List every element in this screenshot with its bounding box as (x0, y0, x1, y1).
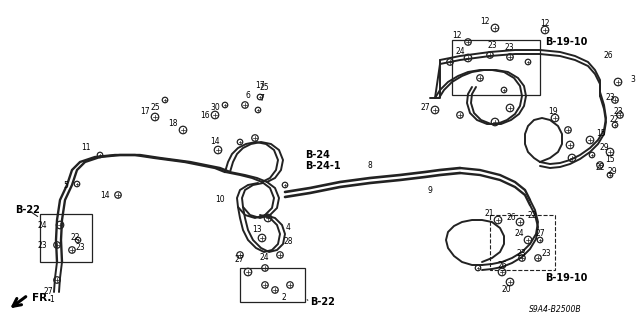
Text: 22: 22 (70, 234, 80, 243)
Text: 23: 23 (504, 43, 514, 52)
Text: 23: 23 (75, 244, 84, 252)
Text: B-24: B-24 (305, 150, 330, 160)
Text: 27: 27 (420, 102, 430, 111)
Text: 16: 16 (200, 110, 210, 119)
Text: 23: 23 (614, 108, 623, 116)
Text: 18: 18 (168, 119, 178, 129)
Text: 2: 2 (282, 293, 287, 302)
Text: 28: 28 (283, 237, 292, 246)
Text: 13: 13 (252, 226, 262, 235)
Text: 6: 6 (246, 91, 250, 100)
Text: 23: 23 (606, 93, 616, 102)
Text: 26: 26 (506, 213, 516, 222)
Text: 24: 24 (37, 220, 47, 229)
Text: 22: 22 (596, 164, 605, 172)
Bar (40, 214, 92, 262)
Text: 21: 21 (484, 210, 494, 219)
Text: 22: 22 (610, 116, 620, 124)
Text: B-19-10: B-19-10 (545, 37, 588, 47)
Text: 27: 27 (536, 229, 546, 238)
Text: 19: 19 (548, 108, 558, 116)
Text: B-22: B-22 (15, 205, 40, 215)
Text: 1: 1 (50, 295, 54, 304)
Text: 26: 26 (603, 51, 613, 60)
Text: 23: 23 (487, 41, 497, 50)
Text: 5: 5 (63, 181, 68, 190)
Text: 12: 12 (452, 31, 462, 41)
Text: 24: 24 (456, 47, 465, 57)
Text: 26: 26 (498, 260, 508, 269)
Text: 4: 4 (285, 223, 290, 233)
Text: 7: 7 (260, 94, 264, 103)
Text: 24: 24 (259, 253, 269, 262)
Text: 24: 24 (515, 229, 524, 238)
Text: 14: 14 (100, 190, 110, 199)
Text: 12: 12 (540, 20, 550, 28)
Text: B-22: B-22 (310, 297, 335, 307)
Text: 29: 29 (600, 143, 610, 153)
Bar (240, 268, 305, 302)
Text: 23: 23 (542, 249, 552, 258)
Text: 22: 22 (528, 211, 538, 220)
Text: FR.: FR. (32, 293, 51, 303)
Text: 30: 30 (211, 102, 220, 111)
Text: 27: 27 (234, 255, 244, 265)
Text: 20: 20 (501, 285, 511, 294)
Text: 17: 17 (140, 108, 150, 116)
Text: 29: 29 (607, 167, 616, 177)
Text: 12: 12 (481, 18, 490, 27)
Text: S9A4-B2500B: S9A4-B2500B (529, 306, 581, 315)
Bar (490, 215, 555, 270)
Text: 25: 25 (259, 83, 269, 92)
Text: 9: 9 (428, 186, 433, 195)
Text: 23: 23 (37, 241, 47, 250)
Text: 11: 11 (81, 143, 91, 153)
Text: 17: 17 (255, 81, 265, 90)
Bar (452, 40, 540, 95)
Text: B-24-1: B-24-1 (305, 161, 340, 171)
Text: 15: 15 (596, 129, 605, 138)
Text: 23: 23 (516, 249, 526, 258)
Text: 27: 27 (44, 286, 53, 295)
Text: 3: 3 (630, 76, 635, 84)
Text: B-19-10: B-19-10 (545, 273, 588, 283)
Text: 14: 14 (211, 138, 220, 147)
Text: 15: 15 (605, 156, 614, 164)
Text: 8: 8 (367, 161, 372, 170)
Text: 25: 25 (150, 102, 160, 111)
Text: 10: 10 (216, 196, 225, 204)
